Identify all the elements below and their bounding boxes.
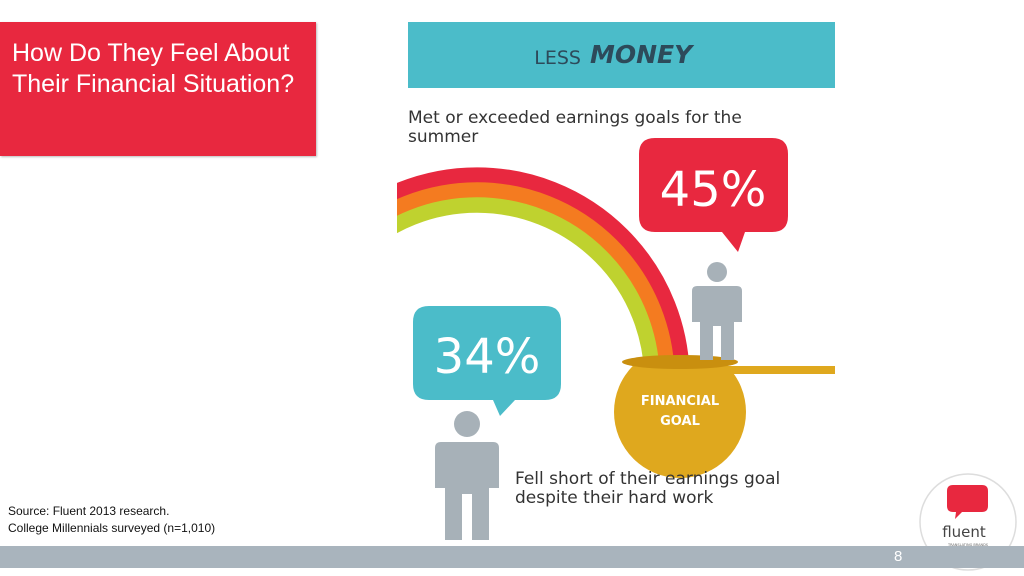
bottom-text: Fell short of their earnings goal	[515, 469, 780, 489]
source-line: Source: Fluent 2013 research.	[8, 504, 170, 518]
footer-bar	[0, 546, 1024, 568]
top-percent: 45%	[660, 162, 767, 218]
bottom-text: despite their hard work	[515, 488, 714, 508]
speech-bubble	[413, 306, 561, 416]
speech-bubble	[639, 138, 788, 252]
pot-rim	[622, 355, 738, 369]
rainbow	[397, 167, 690, 372]
logo-tagline: TRANSLATING BRANDS	[947, 543, 989, 547]
header-band	[408, 22, 835, 88]
header-bold: MONEY	[590, 40, 695, 69]
person-icon	[435, 411, 499, 540]
logo-name: fluent	[942, 523, 986, 541]
header-light: LESS	[534, 47, 581, 69]
person-icon	[692, 262, 742, 360]
slide-title: How Do They Feel About Their Financial S…	[12, 39, 295, 98]
top-text: Met or exceeded earnings goals for the	[408, 108, 742, 128]
goal-pot	[614, 357, 746, 478]
top-text: summer	[408, 127, 478, 147]
goal-line	[680, 366, 835, 374]
goal-label: GOAL	[660, 414, 700, 429]
title-box	[0, 22, 316, 156]
page-number: 8	[894, 548, 903, 565]
source-line: College Millennials surveyed (n=1,010)	[8, 521, 216, 535]
source-note: Source: Fluent 2013 research. College Mi…	[8, 503, 215, 537]
goal-label: FINANCIAL	[641, 394, 719, 409]
bottom-percent: 34%	[434, 329, 541, 385]
